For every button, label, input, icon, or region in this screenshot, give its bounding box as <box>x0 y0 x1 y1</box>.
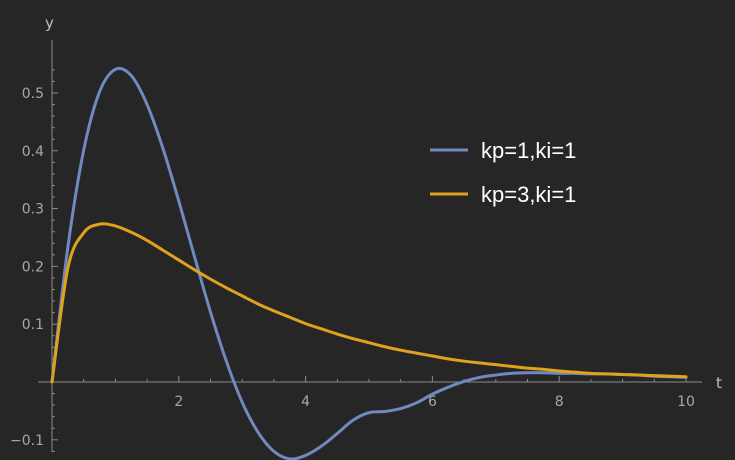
x-tick-label: 2 <box>174 394 183 410</box>
plot-area <box>50 66 688 460</box>
series-line-2 <box>50 222 688 384</box>
x-tick-label: 6 <box>428 394 437 410</box>
y-tick-label: 0.5 <box>22 86 44 102</box>
x-tick-label: 4 <box>301 394 310 410</box>
legend-label-1: kp=1,ki=1 <box>481 138 576 163</box>
x-axis-label: t <box>716 374 722 392</box>
series-line-1 <box>50 66 688 460</box>
y-tick-label: 0.1 <box>22 317 44 333</box>
y-tick-label: 0.4 <box>22 144 44 160</box>
y-tick-label: 0.3 <box>22 202 44 218</box>
legend: kp=1,ki=1 kp=3,ki=1 <box>430 138 576 207</box>
x-tick-label: 8 <box>555 394 564 410</box>
x-tick-label: 10 <box>677 394 695 410</box>
y-tick-label: −0.1 <box>10 433 44 449</box>
axes <box>38 40 702 452</box>
y-tick-label: 0.2 <box>22 259 44 275</box>
y-axis-label: y <box>45 14 54 32</box>
ticks: 2 4 6 8 10 −0.1 0.1 0.2 0.3 0.4 0.5 <box>10 69 695 452</box>
legend-label-2: kp=3,ki=1 <box>481 182 576 207</box>
